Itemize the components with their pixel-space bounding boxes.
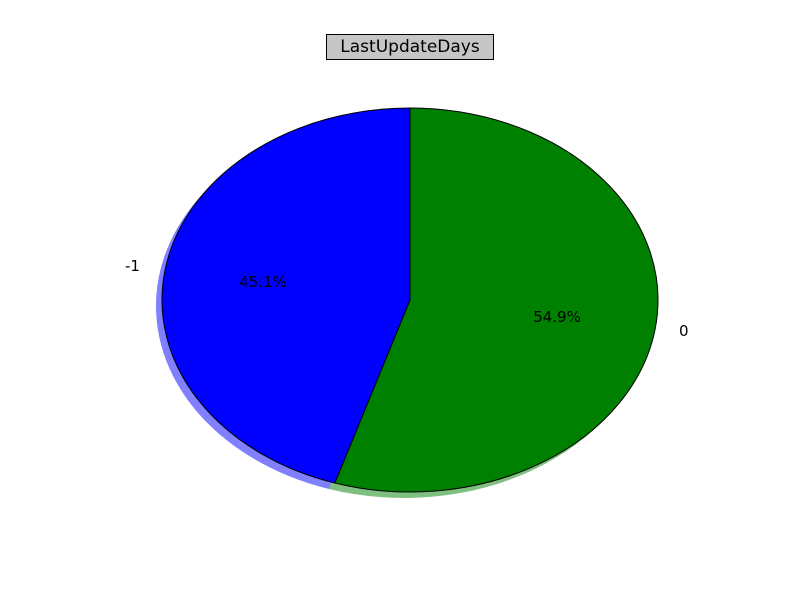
pie-percent-label-0: 54.9% bbox=[533, 308, 581, 326]
pie-slice-0 bbox=[334, 107, 659, 493]
pie-percent-label-1: 45.1% bbox=[239, 273, 287, 291]
pie-percent-labels: 54.9% 45.1% bbox=[239, 273, 581, 326]
slice-label-minus-1: -1 bbox=[125, 257, 140, 275]
pie-slices bbox=[161, 107, 659, 493]
slice-label-0: 0 bbox=[679, 322, 689, 340]
chart-title: LastUpdateDays bbox=[326, 34, 494, 60]
pie-slice-1 bbox=[161, 107, 411, 484]
